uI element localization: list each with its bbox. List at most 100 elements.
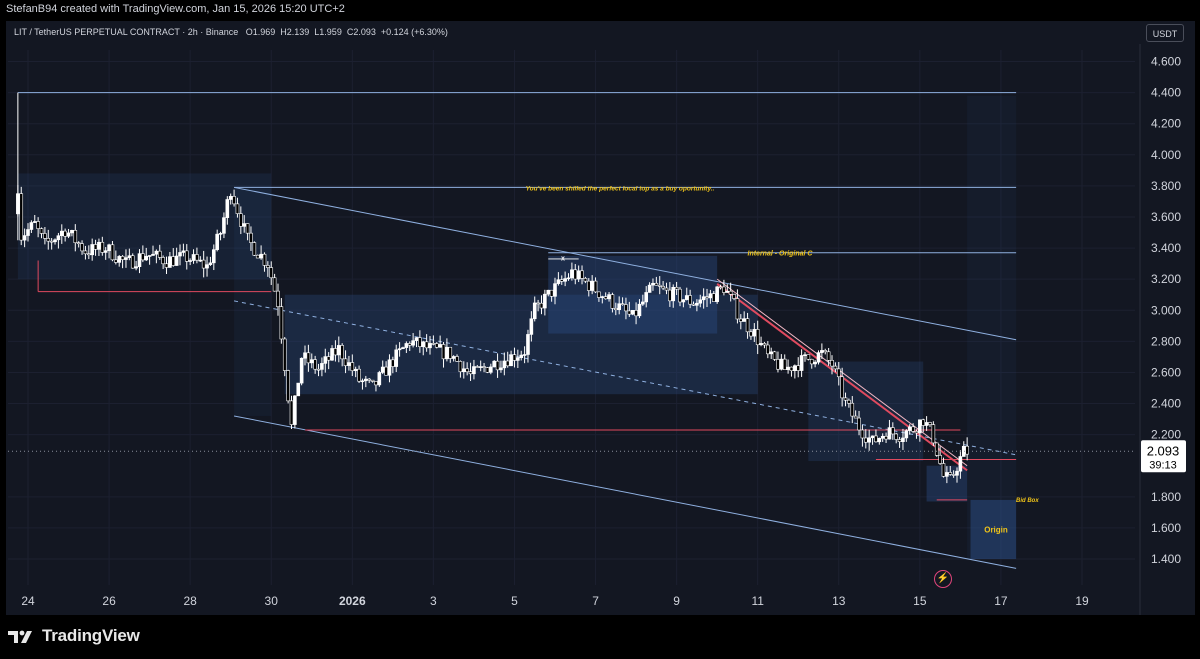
candle-body: [586, 280, 591, 291]
candle-body: [928, 422, 932, 425]
candle-body: [374, 381, 378, 386]
candle-body: [610, 294, 615, 309]
candle-body: [543, 293, 547, 309]
candle-body: [215, 233, 219, 250]
candle-body: [151, 253, 155, 256]
footer: TradingView: [8, 626, 140, 646]
candle-body: [266, 265, 270, 268]
candle-body: [36, 221, 40, 229]
candle-body: [90, 244, 94, 256]
candle-body: [380, 366, 385, 373]
y-tick-label: 4.200: [1151, 117, 1181, 131]
annotation-top-note: You've been shilled the perfect local to…: [526, 185, 715, 192]
candle-body: [894, 433, 898, 440]
zones: [17, 95, 1017, 559]
candle-body: [168, 256, 172, 268]
candle-body: [218, 233, 223, 235]
candle-body: [134, 266, 138, 269]
candle-body: [684, 295, 689, 300]
candle-body: [847, 399, 851, 404]
candle-body: [100, 241, 105, 253]
candle-body: [16, 193, 20, 215]
candle-body: [242, 223, 247, 227]
candle-body: [73, 230, 78, 244]
candle-body: [411, 340, 415, 346]
candle-body: [127, 255, 132, 258]
candle-body: [114, 259, 118, 263]
candle-body: [249, 232, 253, 243]
candle-body: [901, 437, 905, 443]
candle-body: [289, 400, 294, 425]
candle-body: [43, 233, 47, 239]
candle-body: [553, 283, 557, 297]
candle-body: [867, 437, 871, 443]
candle-body: [671, 286, 676, 302]
candle-body: [502, 360, 507, 369]
candle-body: [333, 348, 338, 356]
candle-body: [516, 357, 520, 361]
candle-body: [914, 431, 919, 434]
candle-body: [195, 254, 199, 261]
candle-body: [958, 456, 963, 472]
candle-body: [887, 427, 892, 440]
candle-body: [651, 282, 655, 286]
candle-body: [941, 463, 946, 477]
candle-body: [911, 426, 915, 432]
lightning-icon[interactable]: ⚡: [934, 570, 952, 588]
y-tick-label: 1.800: [1151, 490, 1181, 504]
candle-body: [407, 343, 412, 346]
candle-body: [559, 279, 564, 282]
candle-body: [695, 302, 699, 306]
bar-countdown: 39:13: [1149, 459, 1177, 471]
candle-body: [722, 286, 726, 293]
candle-body: [191, 254, 196, 261]
unit-badge[interactable]: USDT: [1146, 24, 1184, 42]
candle-body: [303, 352, 307, 359]
candle-body: [965, 445, 969, 455]
candle-body: [235, 203, 240, 214]
zone-accumulation: [17, 173, 272, 280]
candle-body: [573, 269, 578, 280]
candle-body: [178, 252, 182, 257]
x-tick-label: 7: [592, 594, 599, 608]
last-price-badge: [1141, 440, 1186, 473]
candle-body: [654, 282, 659, 286]
candle-body: [26, 229, 30, 236]
candle-body: [769, 351, 774, 355]
candle-body: [614, 308, 618, 311]
x-tick-label: 3: [430, 594, 437, 608]
candle-body: [823, 350, 828, 353]
candle-body: [201, 259, 206, 269]
candle-body: [786, 366, 790, 370]
candle-body: [141, 253, 145, 261]
candle-body: [580, 270, 584, 279]
overlays: You've been shilled the perfect local to…: [8, 185, 1135, 534]
candle-body: [347, 362, 351, 366]
credit-text: StefanB94 created with TradingView.com, …: [6, 3, 345, 15]
candle-body: [485, 367, 490, 373]
candle-body: [512, 354, 517, 361]
y-tick-label: 2.200: [1151, 428, 1181, 442]
candle-body: [711, 293, 716, 302]
candle-body: [367, 378, 371, 381]
candle-body: [401, 347, 405, 349]
candle-body: [678, 288, 682, 303]
channel-upper: [233, 186, 1017, 341]
candle-body: [117, 256, 122, 263]
candle-body: [120, 256, 125, 260]
candle-body: [826, 351, 831, 361]
candle-body: [431, 343, 436, 345]
zone-breakdown-leg: [234, 188, 272, 416]
candle-body: [657, 284, 662, 287]
candle-body: [526, 334, 530, 355]
candle-body: [874, 435, 878, 443]
candle-body: [772, 351, 777, 360]
candle-body: [188, 260, 192, 262]
candle-body: [637, 303, 642, 317]
candle-body: [880, 435, 885, 439]
candle-body: [570, 269, 574, 279]
candle-body: [590, 280, 594, 291]
candle-body: [144, 255, 149, 261]
candle-body: [617, 303, 621, 311]
